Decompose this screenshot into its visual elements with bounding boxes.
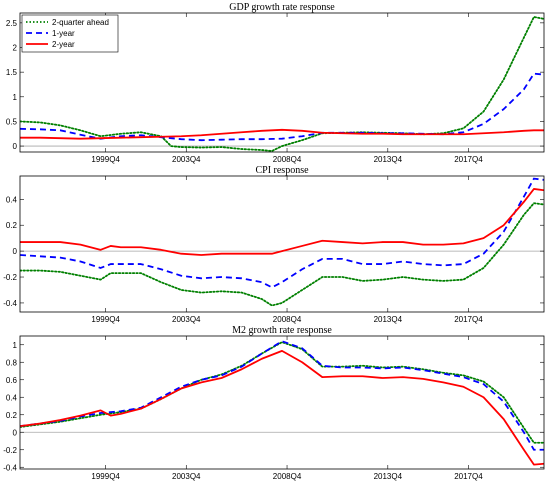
x-tick-label: 2013Q4 [374,472,403,481]
plot-frame [19,335,545,470]
y-tick-label: 0.2 [6,221,18,230]
y-tick-label: 2 [13,44,18,53]
chart-title: GDP growth rate response [229,2,335,13]
y-tick-label: 0.5 [6,117,18,126]
y-tick-label: 2.5 [6,19,18,28]
y-tick-label: -0.2 [3,273,17,282]
x-tick-label: 1999Q4 [91,472,120,481]
chart-panel-1: GDP growth rate response 0 0.5 1 1.5 2 2.5 1999… [6,2,545,164]
x-tick-label: 2003Q4 [172,472,201,481]
x-tick-label: 2013Q4 [374,155,403,164]
y-tick-label: -0.2 [3,446,17,455]
legend-label: 1-year [52,29,75,38]
y-tick-label: 0 [13,428,18,437]
legend: 2-quarter ahead 1-year 2-year [21,14,119,53]
chart-panel-2: CPI response -0.4 -0.2 0 0.2 0.4 1999Q4 2003Q4 2… [3,165,545,324]
chart-title: CPI response [255,165,309,176]
series-line-2-year [20,349,544,466]
x-tick-label: 2008Q4 [273,472,302,481]
plot-frame [19,12,545,153]
series-line-2-year [20,128,544,140]
legend-label: 2-quarter ahead [52,18,109,27]
y-tick-label: 1 [13,93,18,102]
y-tick-label: -0.4 [3,299,17,308]
series-line-2-quarter-ahead [20,16,544,152]
y-tick-label: 0.4 [6,195,18,204]
x-tick-label: 2003Q4 [172,315,201,324]
y-tick-label: 0.2 [6,411,18,420]
y-tick-label: 0 [13,247,18,256]
y-tick-label: 1.5 [6,68,18,77]
legend-label: 2-year [52,40,75,49]
series-line-1-year [20,340,544,451]
y-tick-label: 0.8 [6,358,18,367]
x-tick-label: 1999Q4 [91,155,120,164]
x-tick-label: 2008Q4 [273,315,302,324]
plot-frame [19,175,545,313]
x-tick-label: 2017Q4 [454,155,483,164]
x-tick-label: 2003Q4 [172,155,201,164]
chart-title: M2 growth rate response [232,325,332,336]
series-line-2-quarter-ahead [20,341,544,444]
y-tick-label: 1 [13,341,18,350]
series-line-2-quarter-ahead [20,202,544,307]
y-tick-label: 0.4 [6,393,18,402]
y-tick-label: 0 [13,142,18,151]
x-tick-label: 1999Q4 [91,315,120,324]
y-tick-label: -0.4 [3,463,17,472]
x-tick-label: 2013Q4 [374,315,403,324]
x-tick-label: 2008Q4 [273,155,302,164]
x-tick-label: 2017Q4 [454,472,483,481]
chart-panel-3: M2 growth rate response -0.4 -0.2 0 0.2 0.4 0.… [3,325,545,481]
y-tick-label: 0.6 [6,376,18,385]
series-line-1-year [20,177,544,289]
series-line-2-year [20,188,544,256]
x-tick-label: 2017Q4 [454,315,483,324]
